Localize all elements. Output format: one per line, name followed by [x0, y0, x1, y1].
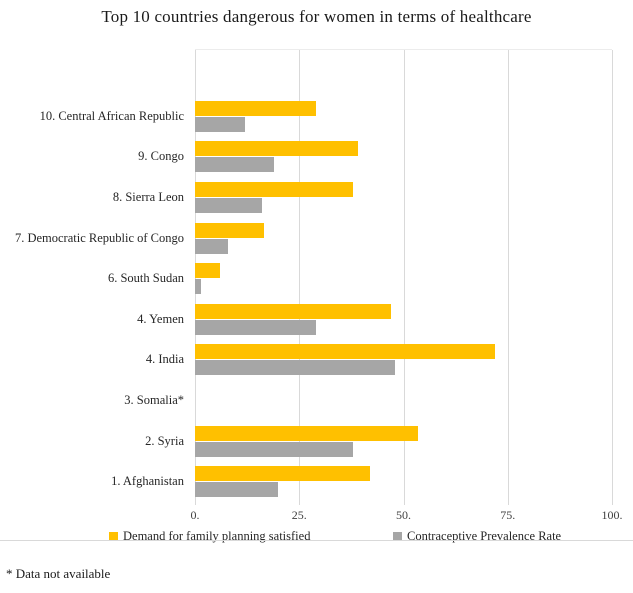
- x-tick-label: 25.: [291, 508, 307, 522]
- bar-row: [195, 218, 612, 259]
- bar-contraceptive-rate: [195, 238, 229, 254]
- bar-demand-satisfied: [195, 425, 419, 441]
- bar-row: [195, 177, 612, 218]
- gridline: [299, 50, 301, 505]
- bar-contraceptive-rate: [195, 360, 396, 376]
- legend-swatch-cpr-icon: [393, 532, 402, 541]
- bar-row: [195, 258, 612, 299]
- bar-row: [195, 461, 612, 502]
- bar-row: [195, 299, 612, 340]
- x-tick-label: 50.: [396, 508, 411, 522]
- gridline: [403, 50, 405, 505]
- gridline: [612, 50, 613, 505]
- x-tick-label: 100.: [601, 508, 623, 522]
- bar-contraceptive-rate: [195, 116, 246, 132]
- gridline: [507, 50, 509, 505]
- category-label: 7. Democratic Republic of Congo: [14, 230, 184, 245]
- legend-label-cpr: Contraceptive Prevalence Rate: [407, 529, 562, 543]
- bar-row: [195, 380, 612, 421]
- category-axis: 10. Central African Republic 9. Congo 8. S…: [0, 96, 189, 502]
- bar-contraceptive-rate: [195, 319, 316, 335]
- x-tick-label: 0.: [190, 508, 200, 522]
- bar-demand-satisfied: [195, 344, 496, 360]
- category-label: 2. Syria: [145, 433, 184, 448]
- bar-demand-satisfied: [195, 100, 316, 116]
- bar-row: [195, 340, 612, 381]
- legend-label-demand: Demand for family planning satisfied: [123, 529, 311, 543]
- bars-container: [195, 96, 612, 502]
- category-label: 10. Central African Republic: [39, 108, 184, 123]
- chart-bottom-border: [0, 540, 633, 541]
- legend-entry-cpr: Contraceptive Prevalence Rate: [393, 529, 561, 544]
- x-tick-label: 75.: [500, 508, 516, 522]
- category-label: 8. Sierra Leon: [112, 189, 184, 204]
- category-label: 3. Somalia*: [124, 392, 184, 407]
- bar-row: [195, 137, 612, 178]
- bar-demand-satisfied: [195, 466, 371, 482]
- bar-demand-satisfied: [195, 303, 391, 319]
- bar-demand-satisfied: [195, 181, 354, 197]
- footnote: * Data not available: [6, 566, 111, 581]
- legend-entry-demand: Demand for family planning satisfied: [109, 529, 310, 544]
- bar-contraceptive-rate: [195, 482, 279, 498]
- category-label: 4. Yemen: [137, 311, 184, 326]
- category-label: 9. Congo: [138, 149, 184, 164]
- bar-contraceptive-rate: [195, 197, 262, 213]
- category-label: 4. India: [145, 352, 184, 367]
- bar-contraceptive-rate: [195, 279, 202, 295]
- bar-demand-satisfied: [195, 141, 358, 157]
- legend-swatch-demand-icon: [109, 532, 118, 541]
- bar-contraceptive-rate: [195, 157, 275, 173]
- bar-row: [195, 421, 612, 462]
- chart-title: Top 10 countries dangerous for women in …: [101, 7, 532, 26]
- bar-row: [195, 96, 612, 137]
- category-label: 6. South Sudan: [107, 271, 184, 286]
- category-label: 1. Afghanistan: [111, 474, 184, 489]
- bar-contraceptive-rate: [195, 441, 354, 457]
- bar-demand-satisfied: [195, 263, 221, 279]
- bar-demand-satisfied: [195, 222, 264, 238]
